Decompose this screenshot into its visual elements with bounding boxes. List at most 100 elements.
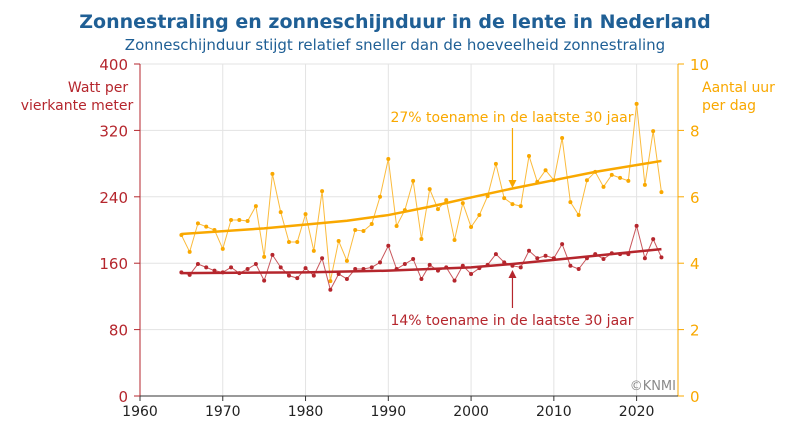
data-point xyxy=(518,204,523,209)
y-tick-label-left: 240 xyxy=(99,189,128,207)
data-point xyxy=(378,260,383,265)
data-point xyxy=(659,190,664,195)
data-point xyxy=(452,237,457,242)
data-point xyxy=(295,239,300,244)
data-point xyxy=(601,184,606,189)
data-point xyxy=(601,257,606,262)
data-point xyxy=(245,267,250,272)
data-point xyxy=(543,253,548,258)
data-point xyxy=(353,228,358,232)
data-point xyxy=(634,101,639,106)
data-point xyxy=(195,262,200,267)
data-point xyxy=(187,249,192,254)
data-point xyxy=(295,276,300,281)
data-point xyxy=(386,243,391,248)
data-point xyxy=(626,178,631,183)
data-point xyxy=(493,161,498,166)
grid xyxy=(139,63,678,396)
x-tick-label: 1960 xyxy=(122,404,158,420)
data-point xyxy=(584,178,589,183)
annotation-red: 14% toename in de laatste 30 jaar xyxy=(390,313,633,329)
data-point xyxy=(568,263,573,268)
y-tick-label-left: 400 xyxy=(99,56,128,74)
data-point xyxy=(270,171,275,176)
y-tick-label-right: 2 xyxy=(690,322,700,340)
y-tick-label-right: 8 xyxy=(690,122,700,140)
x-tick-label: 1990 xyxy=(370,404,406,420)
y-tick-label-right: 0 xyxy=(690,388,700,406)
data-point xyxy=(634,223,639,228)
data-point xyxy=(344,276,349,281)
data-point xyxy=(353,267,358,272)
data-point xyxy=(262,254,267,259)
data-point xyxy=(204,224,209,229)
data-point xyxy=(419,236,424,241)
y-tick-label-left: 0 xyxy=(118,388,128,406)
data-point xyxy=(270,252,275,257)
data-point xyxy=(394,224,399,229)
y-tick-label-right: 6 xyxy=(690,189,700,207)
data-point xyxy=(220,246,225,251)
y-label-right-1: Aantal uur xyxy=(702,80,775,96)
data-point xyxy=(651,129,656,134)
y-tick-label-left: 160 xyxy=(99,255,128,273)
data-point xyxy=(609,172,614,177)
data-point xyxy=(560,136,565,141)
x-tick-label: 2020 xyxy=(619,404,655,420)
trend-line xyxy=(181,247,662,275)
data-point xyxy=(361,228,366,233)
data-point xyxy=(195,221,200,226)
data-point xyxy=(427,187,432,192)
x-tick-label: 1970 xyxy=(205,404,241,420)
data-point xyxy=(303,266,308,271)
data-point xyxy=(560,242,565,247)
data-point xyxy=(510,202,515,207)
data-point xyxy=(469,225,474,230)
y-tick-label-right: 4 xyxy=(690,255,700,273)
annotation-orange: 27% toename in de laatste 30 jaar xyxy=(390,110,633,126)
data-point xyxy=(411,178,416,183)
data-point xyxy=(444,198,449,203)
data-point xyxy=(427,262,432,267)
data-point xyxy=(386,156,391,161)
data-point xyxy=(237,218,242,223)
data-point xyxy=(262,278,267,283)
data-point xyxy=(278,265,283,270)
data-point xyxy=(328,279,333,284)
data-point xyxy=(336,238,341,243)
data-point xyxy=(212,268,217,273)
y-tick-label-left: 80 xyxy=(109,322,128,340)
data-point xyxy=(336,271,341,276)
data-point xyxy=(204,265,209,270)
data-point xyxy=(642,182,647,187)
chart-subtitle: Zonneschijnduur stijgt relatief sneller … xyxy=(125,36,665,54)
data-point xyxy=(576,213,581,218)
y-label-left-1: Watt per xyxy=(68,80,128,96)
data-point xyxy=(278,210,283,215)
data-point xyxy=(229,265,234,270)
axes: 1960 1970 1980 1990 2000 2010 2020080160240320… xyxy=(99,56,709,420)
data-point xyxy=(369,265,374,270)
trend-line xyxy=(181,159,662,236)
credit: ©KNMI xyxy=(630,379,676,394)
data-point xyxy=(328,287,333,292)
data-point xyxy=(320,256,325,261)
y-label-left-2: vierkante meter xyxy=(21,98,134,114)
data-point xyxy=(642,256,647,261)
data-point xyxy=(402,262,407,267)
data-point xyxy=(411,257,416,262)
data-point xyxy=(618,175,623,180)
arrow-head-red xyxy=(508,270,517,278)
data-point xyxy=(253,204,258,209)
data-point xyxy=(311,248,316,253)
data-point xyxy=(477,213,482,218)
data-point xyxy=(502,196,507,201)
data-point xyxy=(369,222,374,227)
y-tick-label-right: 10 xyxy=(690,56,709,74)
data-point xyxy=(518,265,523,270)
data-point xyxy=(452,278,457,283)
arrow-head-orange xyxy=(508,180,517,188)
data-point xyxy=(535,256,540,261)
data-point xyxy=(543,168,548,173)
